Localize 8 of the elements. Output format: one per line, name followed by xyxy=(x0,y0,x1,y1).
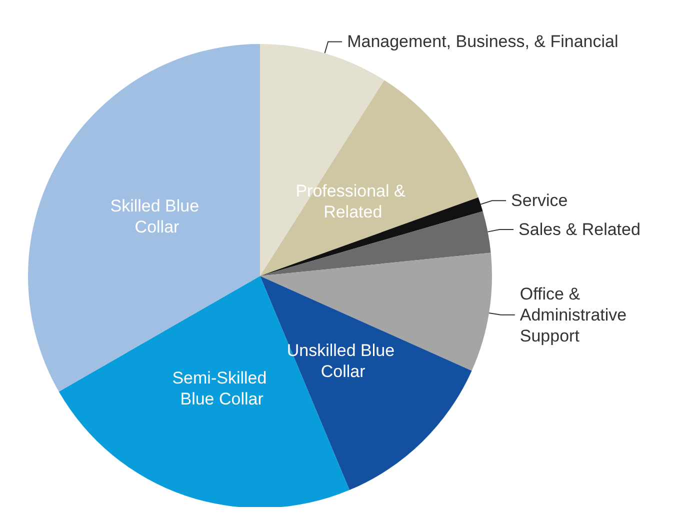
slice-label: Professional & Related xyxy=(296,182,410,222)
slice-label: Semi-Skilled Blue Collar xyxy=(172,368,272,409)
slice-label: Unskilled Blue Collar xyxy=(286,341,400,382)
slice-label: Skilled Blue Collar xyxy=(110,196,204,236)
slice-label: Sales & Related xyxy=(518,220,640,240)
slice-label: Service xyxy=(511,191,568,210)
slice-label: Office & Administrative Support xyxy=(520,284,632,346)
slice-label: Management, Business, & Financial xyxy=(347,32,618,52)
